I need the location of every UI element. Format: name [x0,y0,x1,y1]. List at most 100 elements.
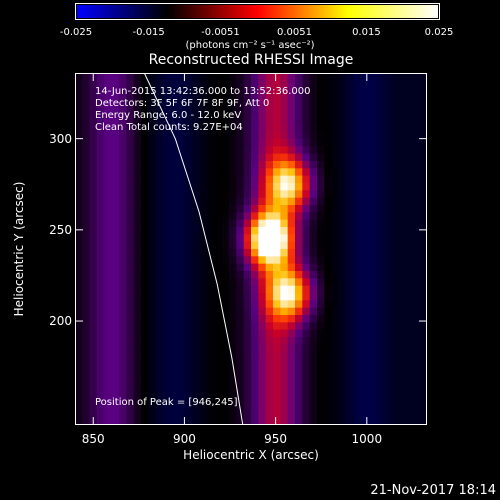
heatmap-cell [207,190,215,199]
heatmap-cell [119,307,127,316]
heatmap-cell [251,417,259,425]
heatmap-cell [133,307,142,316]
heatmap-cell [405,249,413,257]
heatmap-cell [295,395,303,404]
heatmap-cell [361,153,369,162]
heatmap-cell [133,190,142,199]
heatmap-cell [368,109,377,118]
heatmap-cell [126,285,135,294]
heatmap-cell [280,131,289,140]
heatmap-cell [221,388,230,397]
heatmap-cell [265,227,274,235]
heatmap-cell [419,359,427,367]
heatmap-cell [221,219,230,228]
heatmap-cell [353,175,362,184]
heatmap-cell [346,227,355,235]
heatmap-cell [119,263,127,272]
heatmap-cell [287,395,296,404]
heatmap-cell [309,373,318,382]
heatmap-cell [287,153,296,162]
heatmap-cell [309,329,318,338]
heatmap-cell [155,241,164,250]
heatmap-cell [111,417,120,425]
heatmap-cell [177,131,186,140]
heatmap-cell [302,293,311,301]
heatmap-cell [324,417,333,425]
heatmap-cell [89,183,98,191]
heatmap-cell [185,227,193,235]
heatmap-cell [412,190,421,199]
heatmap-cell [163,359,171,367]
heatmap-cell [207,234,215,243]
heatmap-cell [412,307,421,316]
heatmap-cell [177,322,186,331]
heatmap-cell [309,388,318,397]
heatmap-cell [324,175,333,184]
heatmap-cell [302,351,311,360]
heatmap-cell [412,300,421,309]
heatmap-cell [229,102,237,111]
colorbar-tick-label: 0.0051 [277,27,313,38]
heatmap-cell [148,117,157,125]
heatmap-cell [412,168,421,177]
heatmap-cell [243,351,252,360]
heatmap-cell [383,417,391,425]
heatmap-cell [339,190,347,199]
heatmap-cell [111,278,120,287]
heatmap-cell [126,175,135,184]
heatmap-cell [339,322,347,331]
heatmap-cell [185,344,193,353]
heatmap-cell [170,212,179,221]
heatmap-cell [361,212,369,221]
heatmap-cell [251,249,259,257]
heatmap-cell [302,337,311,345]
heatmap-cell [170,381,179,389]
heatmap-cell [390,366,399,375]
heatmap-cell [75,219,83,228]
heatmap-cell [258,315,267,323]
heatmap-cell [185,73,193,81]
heatmap-cell [273,351,281,360]
heatmap-cell [324,183,333,191]
heatmap-cell [375,410,384,419]
heatmap-cell [170,95,179,103]
heatmap-cell [221,410,230,419]
heatmap-cell [324,307,333,316]
heatmap-cell [405,95,413,103]
heatmap-cell [155,249,164,257]
heatmap-cell [192,117,201,125]
heatmap-cell [207,278,215,287]
heatmap-cell [155,146,164,155]
heatmap-cell [331,403,340,411]
heatmap-cell [405,80,413,89]
heatmap-cell [397,241,406,250]
heatmap-cell [126,190,135,199]
heatmap-cell [199,381,208,389]
heatmap-cell [155,278,164,287]
heatmap-cell [361,146,369,155]
heatmap-cell [368,197,377,206]
heatmap-cell [75,403,83,411]
heatmap-cell [295,373,303,382]
heatmap-cell [207,131,215,140]
heatmap-cell [155,168,164,177]
heatmap-cell [287,403,296,411]
heatmap-cell [236,381,245,389]
heatmap-cell [89,249,98,257]
heatmap-cell [353,381,362,389]
heatmap-cell [353,315,362,323]
heatmap-cell [295,249,303,257]
heatmap-cell [287,146,296,155]
heatmap-cell [419,337,427,345]
heatmap-cell [280,183,289,191]
heatmap-cell [111,388,120,397]
heatmap-cell [75,197,83,206]
heatmap-cell [82,139,91,147]
heatmap-cell [390,139,399,147]
heatmap-cell [265,161,274,169]
heatmap-cell [405,183,413,191]
heatmap-cell [397,227,406,235]
heatmap-cell [295,271,303,279]
heatmap-cell [163,344,171,353]
heatmap-cell [331,183,340,191]
